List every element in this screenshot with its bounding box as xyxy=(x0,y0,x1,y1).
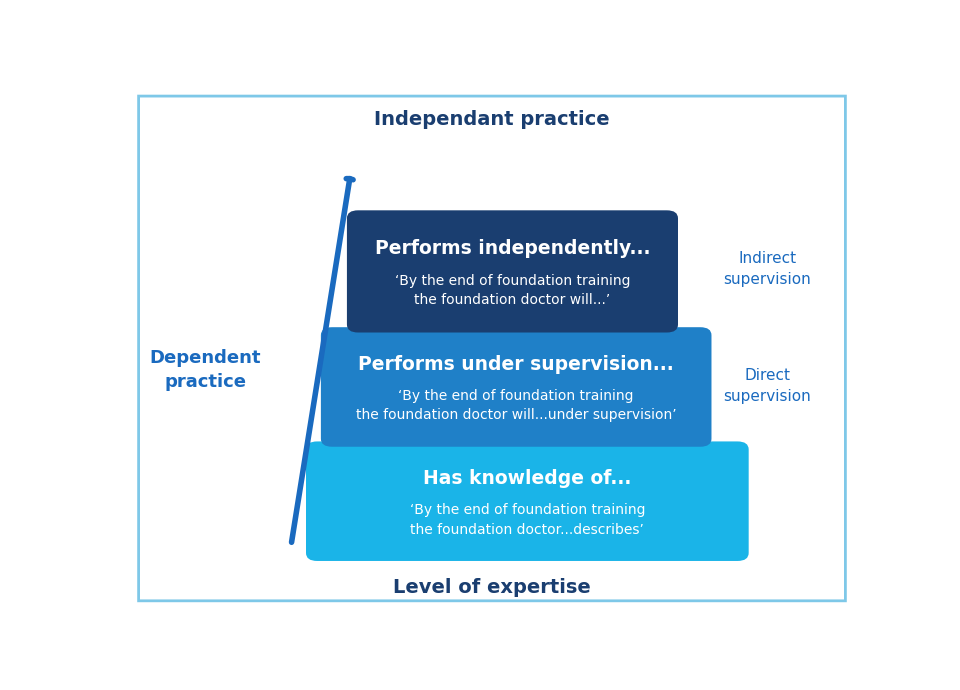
FancyBboxPatch shape xyxy=(321,327,711,446)
Text: Level of expertise: Level of expertise xyxy=(394,578,590,597)
FancyBboxPatch shape xyxy=(306,442,749,561)
Text: Has knowledge of...: Has knowledge of... xyxy=(423,469,632,488)
Text: ‘By the end of foundation training
the foundation doctor will...under supervisio: ‘By the end of foundation training the f… xyxy=(356,389,677,422)
Text: ‘By the end of foundation training
the foundation doctor...describes’: ‘By the end of foundation training the f… xyxy=(410,503,645,537)
Text: ‘By the end of foundation training
the foundation doctor will...’: ‘By the end of foundation training the f… xyxy=(395,274,630,307)
Text: Indirect
supervision: Indirect supervision xyxy=(724,250,811,287)
Text: Direct
supervision: Direct supervision xyxy=(724,368,811,404)
FancyBboxPatch shape xyxy=(347,210,678,333)
Text: Performs independently...: Performs independently... xyxy=(374,239,650,257)
Text: Dependent
practice: Dependent practice xyxy=(150,349,261,391)
Text: Independant practice: Independant practice xyxy=(374,110,610,130)
FancyBboxPatch shape xyxy=(138,96,846,601)
Text: Performs under supervision...: Performs under supervision... xyxy=(358,355,674,374)
